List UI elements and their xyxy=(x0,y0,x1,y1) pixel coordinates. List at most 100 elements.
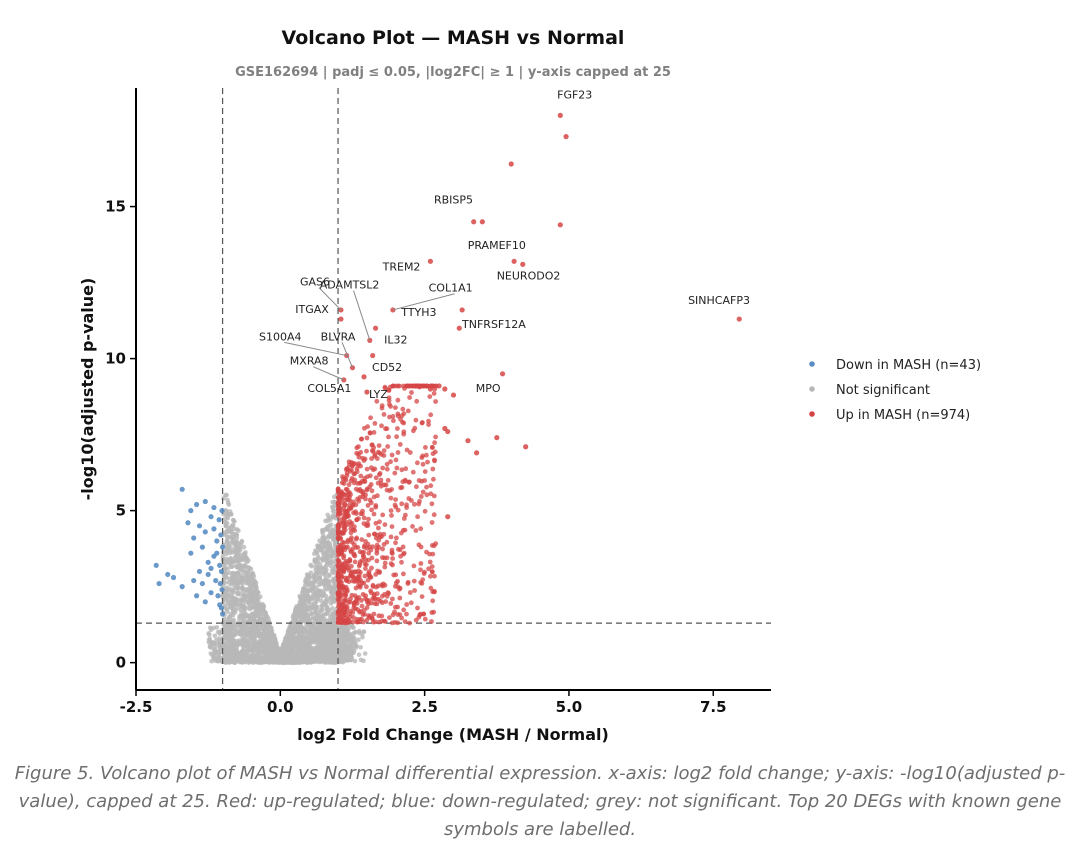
ns-point xyxy=(324,526,329,531)
gene-label: COL5A1 xyxy=(307,382,351,395)
up-point xyxy=(428,412,434,418)
up-point xyxy=(366,601,371,607)
up-point xyxy=(415,460,420,466)
axes: -2.5 0.0 2.5 5.0 7.5 0 5 10 15 xyxy=(105,88,771,716)
up-point xyxy=(395,397,401,403)
up-point xyxy=(499,371,506,377)
ns-point xyxy=(304,590,310,595)
up-point xyxy=(380,555,385,560)
up-point xyxy=(380,512,386,518)
up-point xyxy=(374,591,380,596)
up-point xyxy=(408,600,414,606)
up-point xyxy=(342,527,348,533)
up-point xyxy=(356,498,362,504)
ns-point xyxy=(330,606,335,611)
up-point xyxy=(347,519,353,524)
up-point xyxy=(409,383,415,389)
up-point xyxy=(369,488,375,494)
up-point xyxy=(432,457,437,463)
up-point xyxy=(395,426,400,431)
ns-point xyxy=(230,606,235,612)
ns-point xyxy=(328,560,334,565)
up-point xyxy=(380,546,385,552)
up-point xyxy=(338,316,344,322)
down-point xyxy=(188,508,194,514)
up-point xyxy=(450,392,457,398)
up-point xyxy=(429,610,435,615)
up-point xyxy=(432,440,437,446)
gene-label: S100A4 xyxy=(259,330,302,343)
ns-point xyxy=(244,632,250,637)
up-point xyxy=(431,589,437,595)
up-point xyxy=(431,476,436,482)
ns-point xyxy=(243,554,249,560)
ns-point xyxy=(346,626,352,631)
up-point xyxy=(370,352,376,359)
ns-point xyxy=(247,648,252,653)
gene-label: BLVRA xyxy=(321,330,356,343)
gene-label: MPO xyxy=(476,382,501,395)
up-point xyxy=(430,598,436,604)
ns-point xyxy=(235,606,240,611)
up-point xyxy=(340,602,345,608)
up-point xyxy=(346,482,352,488)
ns-point xyxy=(239,585,245,590)
ns-point xyxy=(232,610,238,615)
up-point xyxy=(356,568,361,574)
ns-point xyxy=(242,595,247,601)
ns-point xyxy=(254,624,260,629)
ns-point xyxy=(243,614,248,619)
ns-point xyxy=(358,645,363,650)
up-point xyxy=(375,480,381,486)
ns-point xyxy=(319,566,325,571)
ns-point xyxy=(332,628,338,634)
up-point xyxy=(353,545,359,550)
gene-label: TREM2 xyxy=(382,260,421,273)
up-point xyxy=(390,383,396,389)
ns-point xyxy=(315,579,321,584)
ns-point xyxy=(212,633,218,639)
up-point xyxy=(412,501,417,507)
up-point xyxy=(411,563,417,569)
ns-point xyxy=(358,657,364,663)
up-point xyxy=(335,525,341,531)
gene-label: FGF23 xyxy=(557,89,592,102)
ns-point xyxy=(239,580,244,585)
up-point xyxy=(399,501,405,507)
y-tick-label: 0 xyxy=(116,654,126,672)
up-point xyxy=(379,423,384,429)
up-point xyxy=(383,599,389,604)
up-point xyxy=(347,498,353,504)
ns-point xyxy=(256,596,261,601)
ns-point xyxy=(300,589,305,595)
ns-point xyxy=(248,631,253,637)
ns-point xyxy=(349,645,354,650)
up-point xyxy=(372,531,378,537)
ns-point xyxy=(239,660,245,665)
up-point xyxy=(390,562,395,568)
gene-label: COL1A1 xyxy=(429,282,473,295)
ns-point xyxy=(341,650,346,656)
y-tick-label: 15 xyxy=(105,198,126,216)
up-point xyxy=(341,481,347,486)
ns-point xyxy=(235,559,241,565)
up-point xyxy=(363,557,369,563)
up-point xyxy=(345,492,351,498)
up-point xyxy=(338,517,343,523)
up-point xyxy=(379,613,385,619)
up-point xyxy=(736,316,742,322)
up-point xyxy=(398,530,404,536)
up-point xyxy=(392,583,398,589)
ns-point xyxy=(318,640,324,646)
up-point xyxy=(379,403,385,408)
up-point xyxy=(376,619,382,625)
up-point xyxy=(471,219,477,225)
down-point xyxy=(205,571,211,578)
up-point xyxy=(386,395,392,401)
up-point xyxy=(427,386,434,392)
ns-point xyxy=(320,571,326,576)
up-point xyxy=(418,494,424,499)
ns-point xyxy=(240,568,245,573)
up-point xyxy=(403,466,409,472)
up-point xyxy=(362,425,367,431)
